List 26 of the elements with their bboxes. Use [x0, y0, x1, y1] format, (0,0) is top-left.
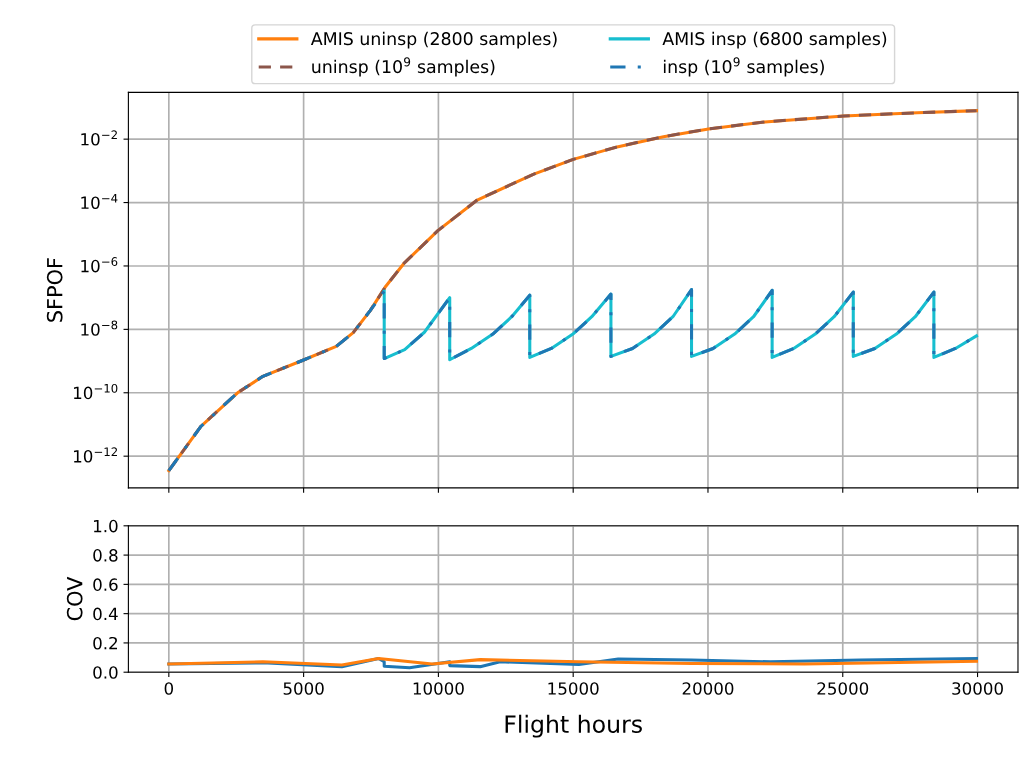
legend-label: AMIS uninsp (2800 samples): [310, 31, 557, 49]
y-tick-label: 0.0: [93, 666, 118, 679]
x-tick-label: 5000: [283, 682, 324, 695]
legend-label: insp (10$^{9}$ samples): [663, 57, 824, 77]
y-tick-label: 0.2: [93, 636, 117, 650]
y-tick-label: 1.0: [94, 519, 118, 533]
y-axis-title: COV: [66, 576, 83, 621]
y-tick-label: 10$^{−2}$: [81, 130, 117, 146]
x-tick-label: 15000: [548, 682, 599, 695]
y-axis-title: SFPOF: [46, 258, 63, 322]
y-tick-label: 10$^{−10}$: [74, 383, 118, 400]
x-tick-label: 20000: [682, 682, 734, 695]
y-tick-label: 0.8: [93, 549, 118, 562]
y-tick-label: 0.4: [93, 607, 118, 621]
x-tick-label: 30000: [952, 682, 1003, 695]
legend-label: uninsp (10$^{9}$ samples): [312, 57, 495, 77]
y-tick-label: 10$^{−8}$: [81, 320, 118, 336]
y-tick-label: 10$^{−12}$: [74, 447, 117, 463]
y-tick-label: 0.6: [93, 578, 118, 591]
x-tick-label: 25000: [817, 682, 869, 695]
x-tick-label: 10000: [413, 682, 464, 695]
y-tick-label: 10$^{−6}$: [81, 257, 118, 273]
y-tick-label: 10$^{−4}$: [81, 193, 118, 210]
x-axis-title: Flight hours: [505, 714, 642, 738]
legend-label: AMIS insp (6800 samples): [662, 31, 887, 49]
x-tick-label: 0: [164, 682, 174, 695]
